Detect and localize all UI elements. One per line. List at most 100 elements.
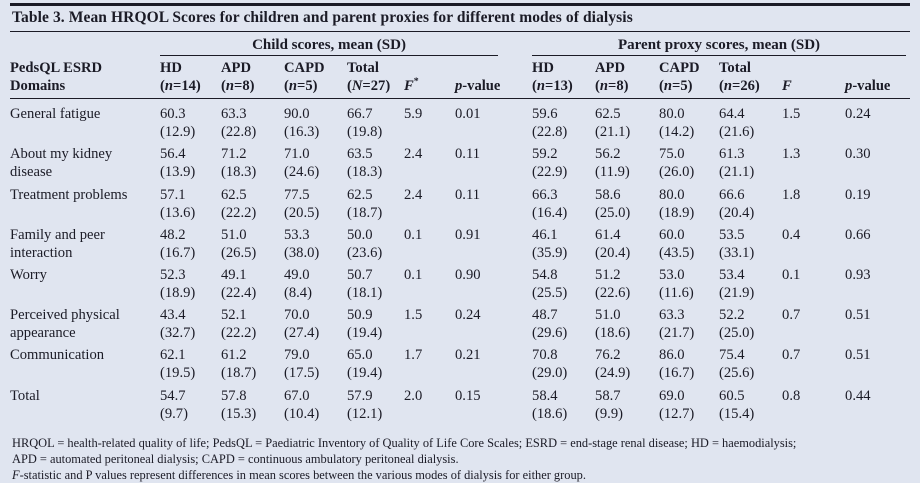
- value-cell: 53.4 (21.9): [719, 266, 755, 302]
- group-header-spacer: [10, 32, 160, 56]
- value-cell: 0.44: [845, 387, 871, 404]
- value-cell: 62.5 (21.1): [595, 106, 631, 141]
- value-cell: 0.19: [845, 186, 871, 203]
- value-cell: 57.8 (15.3): [221, 387, 257, 422]
- footnote-statistics: F-statistic and P values represent diffe…: [12, 467, 586, 482]
- value-cell: 5.9: [404, 106, 423, 123]
- table-title: Table 3. Mean HRQOL Scores for children …: [10, 3, 910, 32]
- value-cell: 79.0 (17.5): [284, 347, 320, 382]
- child-group-header: Child scores, mean (SD): [160, 32, 532, 56]
- value-cell: 62.5 (22.2): [221, 186, 257, 221]
- domain-label: Communication: [10, 347, 105, 364]
- col-header-child-capd: CAPD (n=5): [284, 56, 347, 100]
- value-cell: 0.8: [782, 387, 801, 404]
- value-cell: 61.3 (21.1): [719, 146, 755, 181]
- value-cell: 0.01: [455, 106, 481, 123]
- value-cell: 52.3 (18.9): [160, 266, 196, 302]
- value-cell: 63.3 (22.8): [221, 106, 257, 141]
- domain-label: Worry: [10, 266, 47, 283]
- value-cell: 0.51: [845, 307, 871, 324]
- value-cell: 61.4 (20.4): [595, 226, 631, 261]
- value-cell: 2.4: [404, 146, 423, 163]
- value-cell: 75.4 (25.6): [719, 347, 755, 382]
- value-cell: 1.8: [782, 186, 801, 203]
- footnote-abbreviations-1: HRQOL = health-related quality of life; …: [12, 435, 797, 450]
- value-cell: 71.0 (24.6): [284, 146, 320, 181]
- table-row: Family and peer interaction 48.2 (16.7) 5…: [10, 224, 910, 264]
- value-cell: 52.1 (22.2): [221, 307, 257, 342]
- domain-label: About my kidney disease: [10, 146, 113, 181]
- value-cell: 0.91: [455, 226, 481, 243]
- value-cell: 59.2 (22.9): [532, 146, 568, 181]
- value-cell: 80.0 (18.9): [659, 186, 695, 221]
- value-cell: 60.5 (15.4): [719, 387, 755, 422]
- value-cell: 0.1: [404, 226, 423, 243]
- value-cell: 77.5 (20.5): [284, 186, 320, 221]
- value-cell: 57.1 (13.6): [160, 186, 196, 221]
- value-cell: 54.7 (9.7): [160, 387, 188, 422]
- domain-label: General fatigue: [10, 106, 101, 123]
- table-row: Communication 62.1 (19.5) 61.2 (18.7) 79.0…: [10, 344, 910, 384]
- value-cell: 58.7 (9.9): [595, 387, 623, 422]
- table-row: Total 54.7 (9.7) 57.8 (15.3) 67.0 (10.4) 57…: [10, 385, 910, 425]
- value-cell: 0.15: [455, 387, 481, 404]
- domain-label: Total: [10, 387, 40, 404]
- value-cell: 0.4: [782, 226, 801, 243]
- table-row: Treatment problems 57.1 (13.6) 62.5 (22.2)…: [10, 184, 910, 224]
- value-cell: 70.8 (29.0): [532, 347, 568, 382]
- value-cell: 1.7: [404, 347, 423, 364]
- col-header-child-apd: APD (n=8): [221, 56, 284, 100]
- table-row: General fatigue 60.3 (12.9) 63.3 (22.8) 90…: [10, 99, 910, 144]
- value-cell: 61.2 (18.7): [221, 347, 257, 382]
- value-cell: 0.66: [845, 226, 871, 243]
- col-header-child-total: Total (N=27): [347, 56, 404, 100]
- value-cell: 59.6 (22.8): [532, 106, 568, 141]
- table-row: About my kidney disease 56.4 (13.9) 71.2(…: [10, 143, 910, 183]
- value-cell: 57.9 (12.1): [347, 387, 383, 422]
- value-cell: 60.0 (43.5): [659, 226, 695, 261]
- col-header-parent-pvalue: p-value: [845, 56, 911, 100]
- value-cell: 66.7 (19.8): [347, 106, 383, 141]
- parent-group-label: Parent proxy scores, mean (SD): [617, 37, 821, 53]
- col-header-parent-hd: HD (n=13): [532, 56, 596, 100]
- value-cell: 65.0 (19.4): [347, 347, 383, 382]
- value-cell: 1.5: [404, 307, 423, 324]
- table-body: General fatigue 60.3 (12.9) 63.3 (22.8) 90…: [10, 99, 910, 425]
- value-cell: 52.2 (25.0): [719, 307, 755, 342]
- table-row: Perceived physical appearance 43.4 (32.7)…: [10, 304, 910, 344]
- value-cell: 90.0 (16.3): [284, 106, 320, 141]
- group-header-row: Child scores, mean (SD) Parent proxy sco…: [10, 32, 910, 56]
- value-cell: 0.24: [845, 106, 871, 123]
- value-cell: 70.0 (27.4): [284, 307, 320, 342]
- col-header-parent-apd: APD (n=8): [595, 56, 660, 100]
- value-cell: 54.8 (25.5): [532, 266, 568, 302]
- value-cell: 0.30: [845, 146, 871, 163]
- value-cell: 62.1 (19.5): [160, 347, 196, 382]
- value-cell: 2.0: [404, 387, 423, 404]
- value-cell: 51.0 (18.6): [595, 307, 631, 342]
- value-cell: 69.0 (12.7): [659, 387, 695, 422]
- value-cell: 0.7: [782, 347, 801, 364]
- value-cell: 0.93: [845, 266, 871, 283]
- footnote-abbreviations-2: APD = automated peritoneal dialysis; CAP…: [12, 451, 459, 466]
- value-cell: 0.24: [455, 307, 481, 324]
- value-cell: 67.0 (10.4): [284, 387, 320, 422]
- value-cell: 80.0 (14.2): [659, 106, 695, 141]
- value-cell: 1.3: [782, 146, 801, 163]
- value-cell: 64.4 (21.6): [719, 106, 755, 141]
- value-cell: 58.4 (18.6): [532, 387, 568, 422]
- value-cell: 48.2 (16.7): [160, 226, 196, 261]
- value-cell: 86.0 (16.7): [659, 347, 695, 382]
- value-cell: 0.1: [404, 266, 423, 283]
- col-header-parent-total: Total (n=26): [719, 56, 783, 100]
- value-cell: 49.0 (8.4): [284, 266, 312, 302]
- value-cell: 0.7: [782, 307, 801, 324]
- value-cell: 43.4 (32.7): [160, 307, 196, 342]
- value-cell: 51.2 (22.6): [595, 266, 631, 302]
- value-cell: 63.5 (18.3): [347, 146, 383, 181]
- value-cell: 56.4 (13.9): [160, 146, 196, 181]
- value-cell: 0.21: [455, 347, 481, 364]
- hrqol-table: Child scores, mean (SD) Parent proxy sco…: [10, 32, 911, 425]
- value-cell: 53.5 (33.1): [719, 226, 755, 261]
- footnotes: HRQOL = health-related quality of life; …: [10, 435, 910, 483]
